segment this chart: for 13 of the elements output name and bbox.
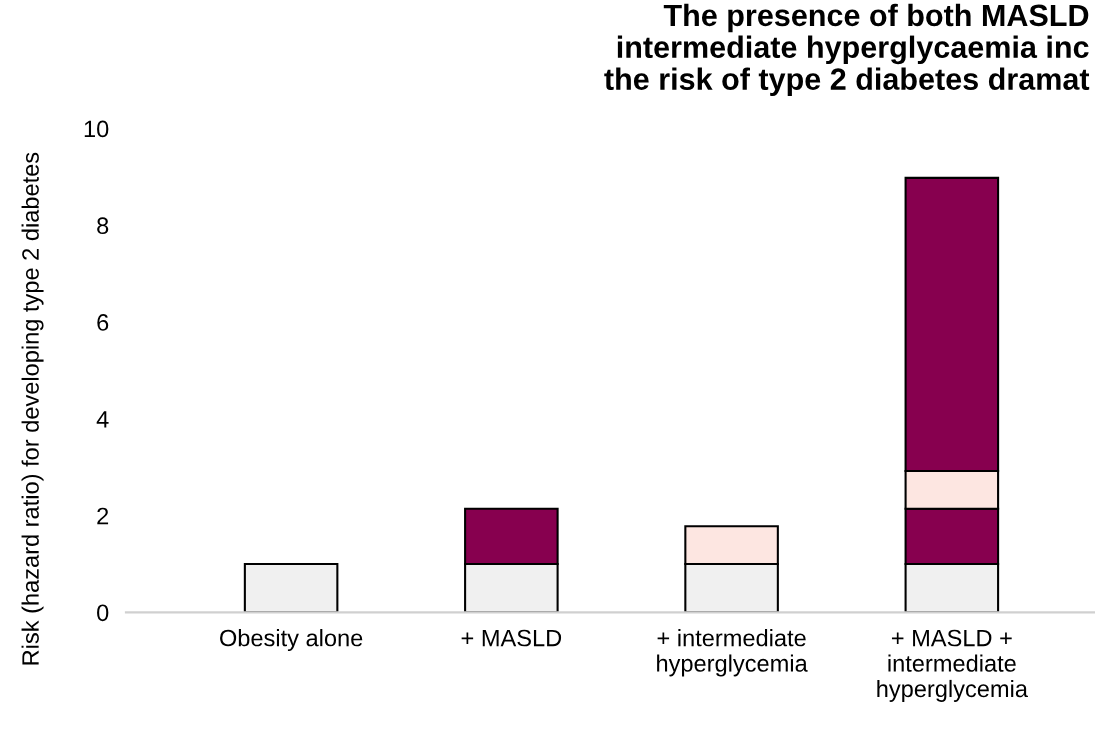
y-tick-label: 6 <box>97 314 109 331</box>
y-tick-label: 0 <box>97 604 109 622</box>
chart-title: The presence of both MASLD intermediate hyperglycaemia inc the risk of type 2 diabetes dramat <box>604 3 1090 97</box>
y-tick-label: 10 <box>84 120 109 138</box>
x-tick-label: + MASLD + intermediate hyperglycemia <box>877 629 1028 702</box>
y-axis-title: Risk (hazard ratio) for developing type 2 diabetes <box>21 152 44 665</box>
x-tick-label: Obesity alone <box>220 629 363 652</box>
x-tick-label: + intermediate hyperglycemia <box>657 629 808 677</box>
x-tick-label: + MASLD <box>461 629 562 647</box>
y-tick-label: 8 <box>97 217 109 235</box>
y-tick-label: 4 <box>96 411 109 428</box>
y-tick-label: 2 <box>97 507 109 525</box>
bar <box>243 562 339 613</box>
